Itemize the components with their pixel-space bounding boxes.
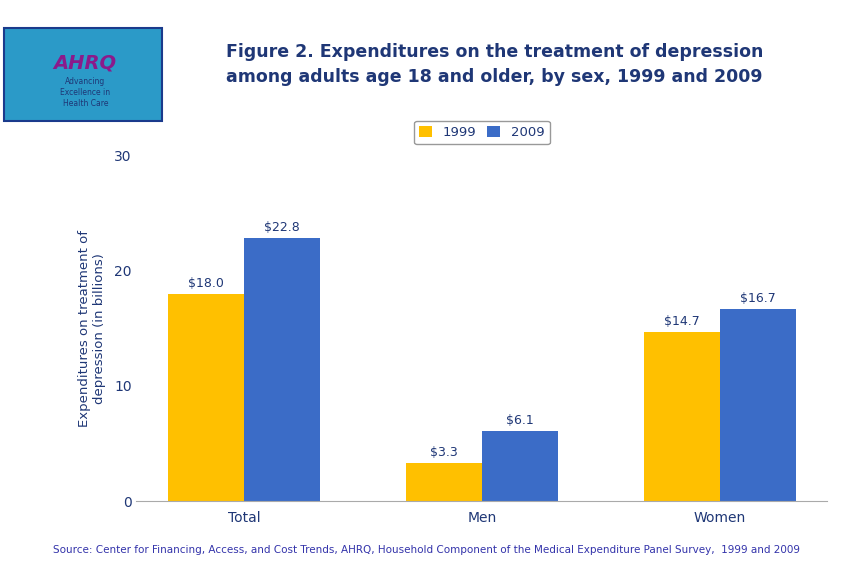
Bar bbox=[4, 28, 162, 122]
Y-axis label: Expenditures on treatment of
depression (in billions): Expenditures on treatment of depression … bbox=[78, 230, 106, 427]
Text: $3.3: $3.3 bbox=[429, 446, 458, 459]
Bar bbox=[481, 431, 557, 501]
Text: $6.1: $6.1 bbox=[505, 414, 533, 427]
Text: $18.0: $18.0 bbox=[187, 276, 223, 290]
Legend: 1999, 2009: 1999, 2009 bbox=[413, 120, 550, 144]
Text: $14.7: $14.7 bbox=[663, 314, 699, 328]
Text: Figure 2. Expenditures on the treatment of depression
among adults age 18 and ol: Figure 2. Expenditures on the treatment … bbox=[226, 43, 763, 86]
Bar bbox=[168, 294, 244, 501]
Text: Advancing
Excellence in
Health Care: Advancing Excellence in Health Care bbox=[60, 77, 110, 108]
Text: $16.7: $16.7 bbox=[740, 291, 775, 305]
Bar bbox=[244, 238, 320, 501]
Bar bbox=[719, 309, 795, 501]
Text: $22.8: $22.8 bbox=[264, 221, 300, 234]
Bar bbox=[406, 463, 481, 501]
Text: Source: Center for Financing, Access, and Cost Trends, AHRQ, Household Component: Source: Center for Financing, Access, an… bbox=[53, 545, 799, 555]
Bar bbox=[643, 332, 719, 501]
Text: AHRQ: AHRQ bbox=[54, 54, 117, 72]
